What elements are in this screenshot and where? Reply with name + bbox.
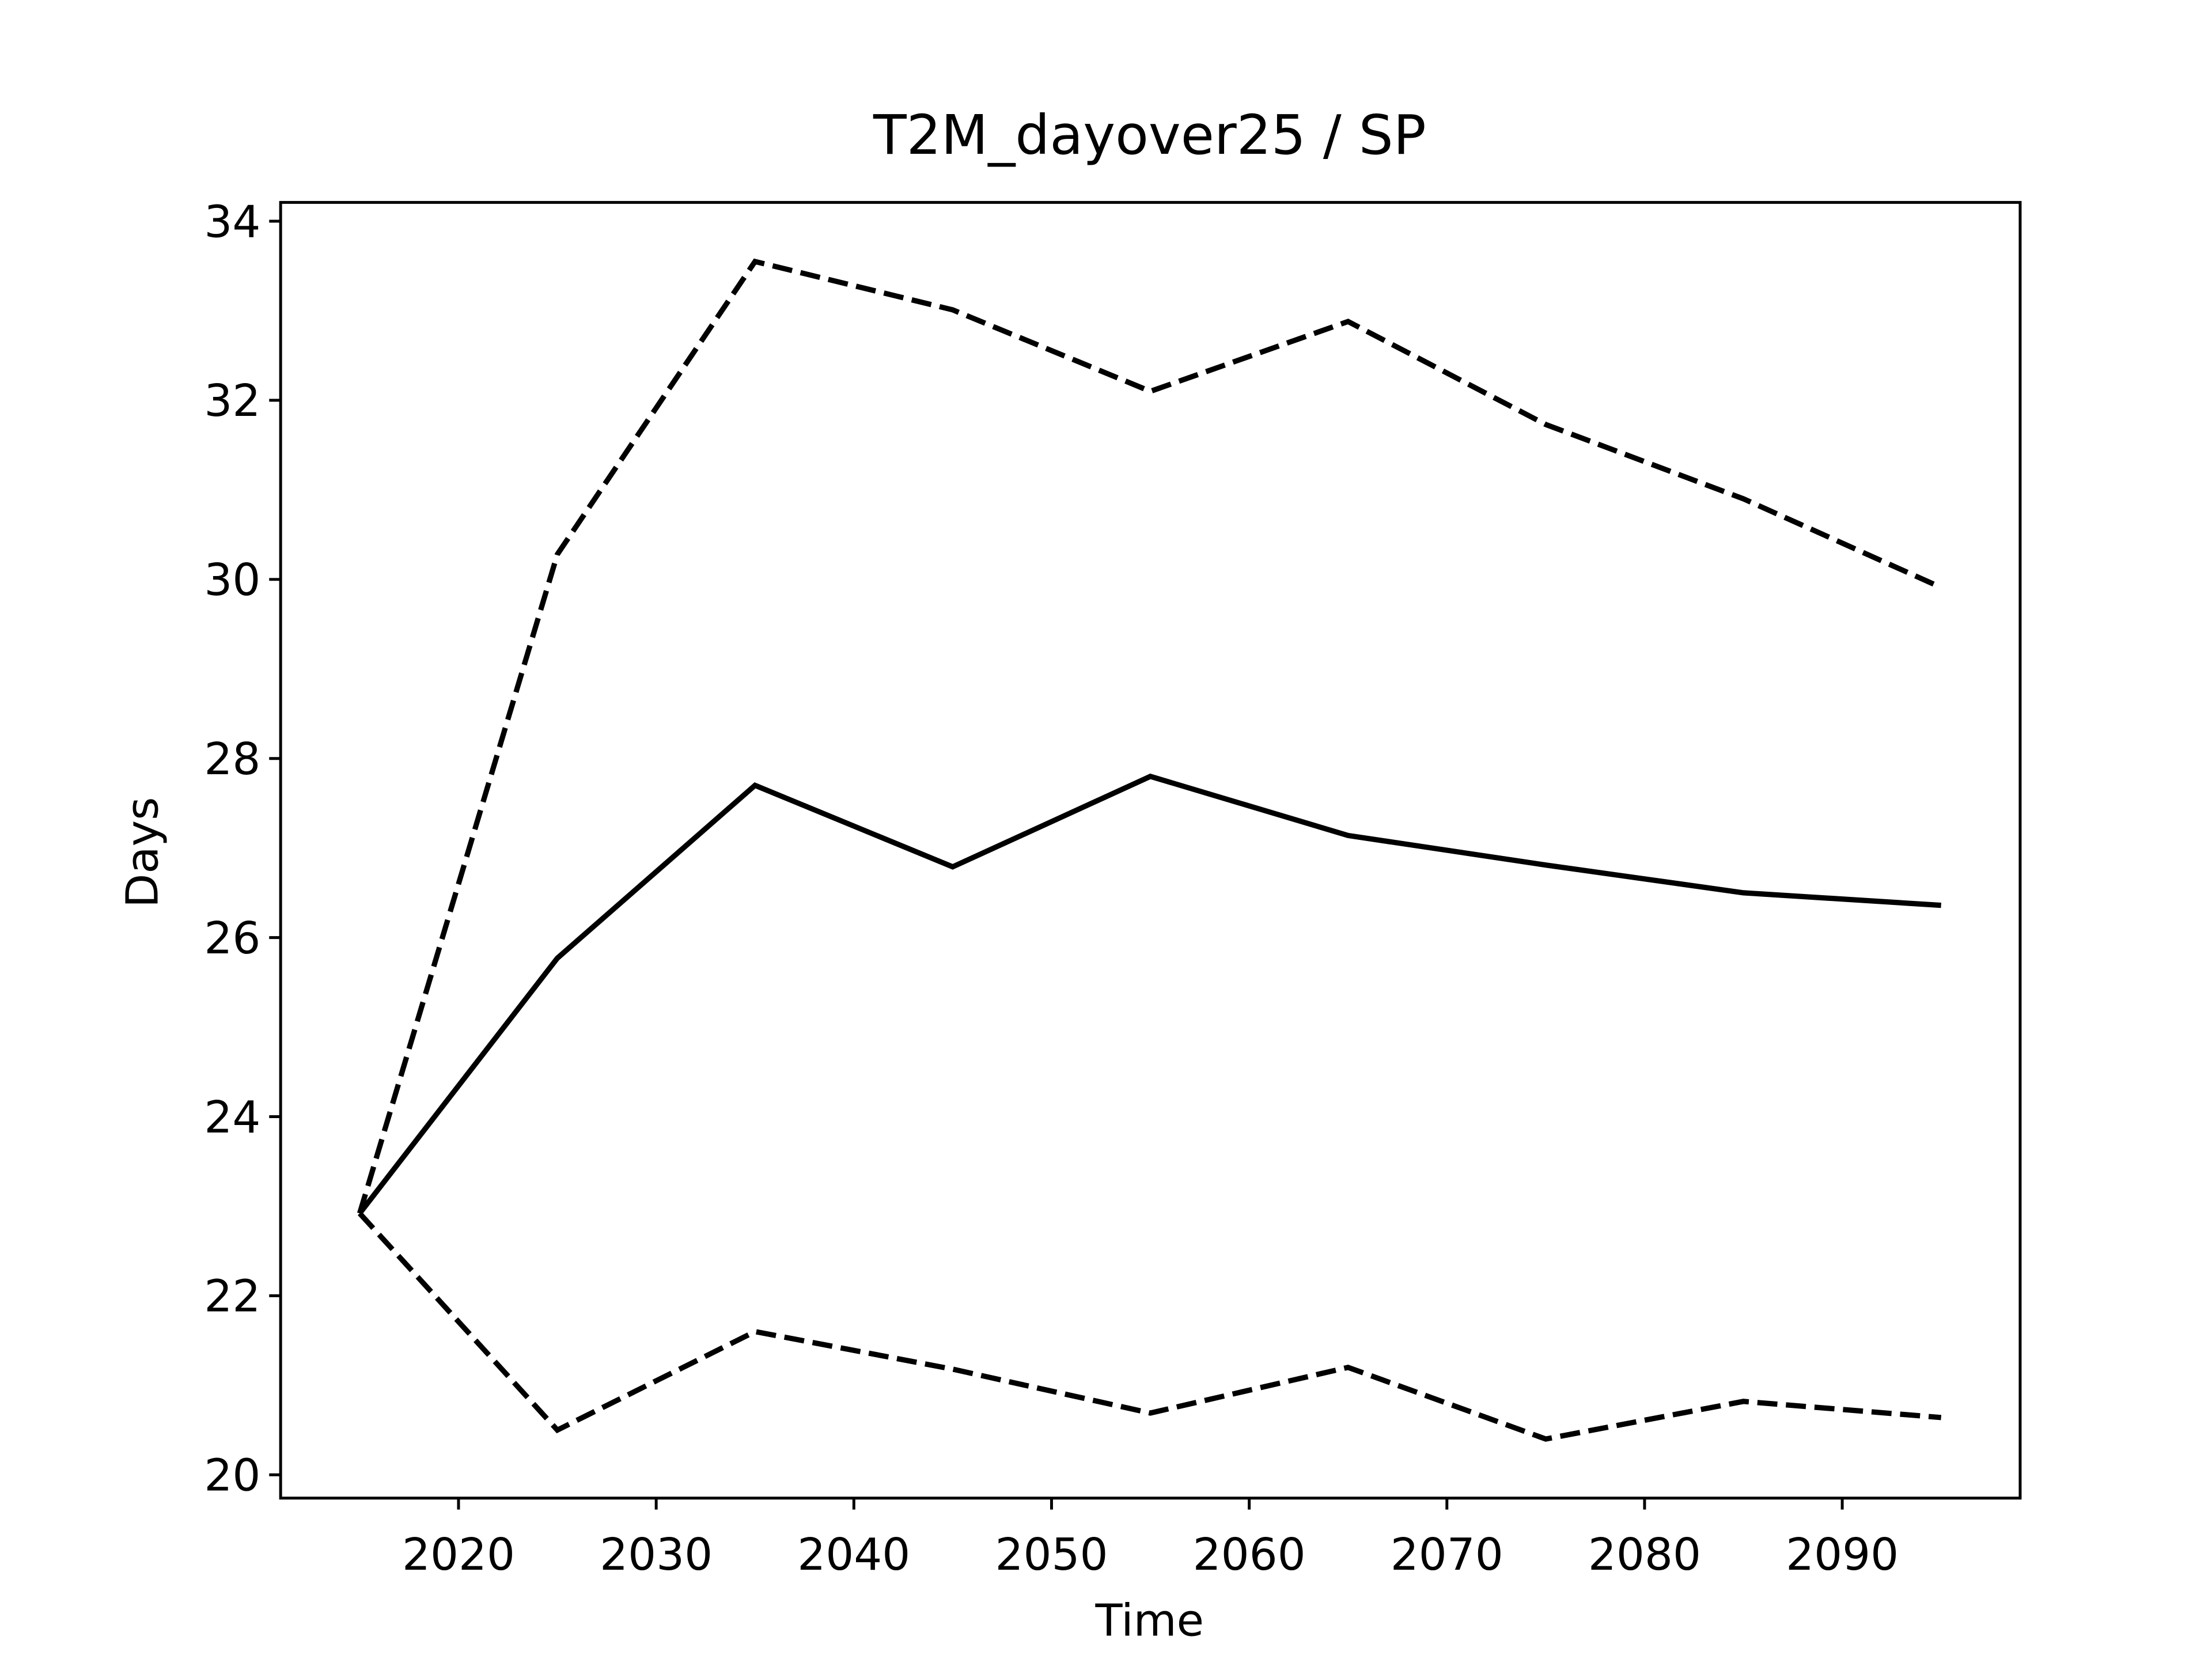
x-tick-label: 2090 bbox=[1786, 1529, 1899, 1581]
y-tick-label: 24 bbox=[204, 1092, 260, 1143]
y-tick-label: 26 bbox=[204, 912, 260, 964]
plot-frame bbox=[279, 200, 2022, 1500]
y-tick-label: 34 bbox=[204, 196, 260, 248]
line-series bbox=[358, 1211, 1942, 1442]
x-tick-label: 2080 bbox=[1588, 1529, 1701, 1581]
chart-title: T2M_dayover25 / SP bbox=[873, 104, 1426, 167]
y-axis-label: Days bbox=[116, 797, 168, 908]
y-tick-label: 20 bbox=[204, 1450, 260, 1502]
x-tick-label: 2040 bbox=[797, 1529, 910, 1581]
y-tick-label: 22 bbox=[204, 1271, 260, 1323]
x-tick-label: 2030 bbox=[600, 1529, 713, 1581]
x-tick-label: 2020 bbox=[402, 1529, 515, 1581]
y-tick-label: 28 bbox=[204, 733, 260, 785]
x-tick-label: 2070 bbox=[1391, 1529, 1503, 1581]
x-axis-label: Time bbox=[1095, 1594, 1205, 1646]
y-tick-label: 32 bbox=[204, 375, 260, 427]
line-series bbox=[357, 258, 1942, 1214]
line-series bbox=[357, 773, 1941, 1215]
x-tick-label: 2060 bbox=[1193, 1529, 1306, 1581]
y-tick-label: 30 bbox=[204, 554, 260, 606]
x-tick-label: 2050 bbox=[995, 1529, 1108, 1581]
